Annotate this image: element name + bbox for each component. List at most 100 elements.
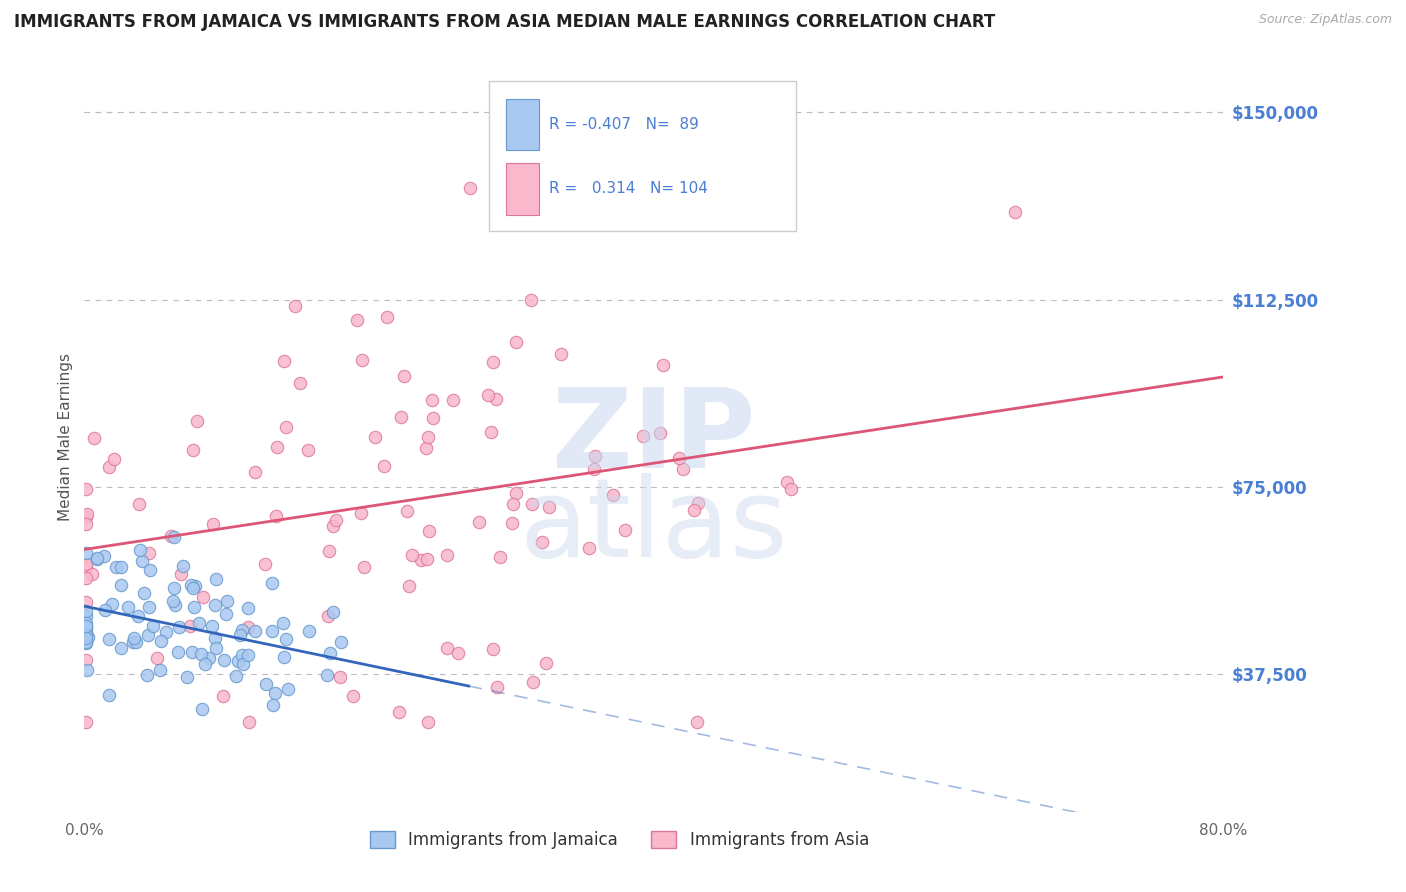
Point bbox=[264, 508, 287, 523]
Point bbox=[682, 502, 704, 516]
Point bbox=[204, 572, 226, 586]
Point bbox=[75, 609, 97, 624]
Point bbox=[217, 593, 239, 607]
Point bbox=[75, 559, 97, 574]
Point bbox=[297, 442, 319, 457]
Text: IMMIGRANTS FROM JAMAICA VS IMMIGRANTS FROM ASIA MEDIAN MALE EARNINGS CORRELATION: IMMIGRANTS FROM JAMAICA VS IMMIGRANTS FR… bbox=[14, 13, 995, 31]
Point bbox=[76, 507, 98, 521]
Point bbox=[482, 642, 505, 657]
Point bbox=[276, 420, 298, 434]
Point bbox=[180, 645, 202, 659]
Point bbox=[75, 616, 97, 631]
Point bbox=[75, 653, 97, 667]
Point bbox=[75, 632, 97, 647]
Point bbox=[121, 635, 143, 649]
Point bbox=[298, 624, 321, 638]
Point bbox=[110, 559, 132, 574]
Point bbox=[167, 620, 190, 634]
Point bbox=[322, 519, 344, 533]
Text: Source: ZipAtlas.com: Source: ZipAtlas.com bbox=[1258, 13, 1392, 27]
Point bbox=[318, 646, 340, 660]
Point bbox=[264, 686, 287, 700]
Point bbox=[396, 504, 419, 518]
Point bbox=[76, 663, 98, 677]
Point bbox=[204, 598, 226, 612]
Point bbox=[75, 482, 97, 496]
Point bbox=[538, 500, 561, 515]
Point bbox=[260, 576, 283, 591]
Point bbox=[520, 497, 543, 511]
Point bbox=[485, 680, 508, 694]
Y-axis label: Median Male Earnings: Median Male Earnings bbox=[58, 353, 73, 521]
Point bbox=[190, 647, 212, 661]
Point bbox=[316, 668, 339, 682]
Point bbox=[238, 714, 260, 729]
Point bbox=[101, 597, 124, 611]
Point bbox=[531, 534, 554, 549]
Point bbox=[103, 452, 125, 467]
Point bbox=[162, 594, 184, 608]
Point bbox=[501, 516, 523, 531]
Point bbox=[238, 600, 260, 615]
Point bbox=[75, 595, 97, 609]
Point bbox=[277, 682, 299, 697]
Point bbox=[262, 624, 284, 638]
Point bbox=[254, 677, 277, 691]
Point bbox=[352, 353, 374, 368]
Point bbox=[80, 566, 103, 581]
Point bbox=[75, 634, 97, 648]
Point bbox=[75, 636, 97, 650]
Point bbox=[686, 496, 709, 510]
Point bbox=[75, 517, 97, 532]
Point bbox=[447, 646, 470, 660]
Point bbox=[329, 669, 352, 683]
Point bbox=[236, 620, 259, 634]
Point bbox=[75, 714, 97, 729]
Point bbox=[488, 550, 510, 565]
Point bbox=[316, 609, 339, 624]
Point bbox=[520, 293, 543, 307]
Point bbox=[110, 641, 132, 656]
Point bbox=[346, 312, 368, 326]
Text: R = -0.407   N=  89: R = -0.407 N= 89 bbox=[548, 117, 699, 132]
Point bbox=[350, 506, 373, 520]
Point bbox=[373, 458, 395, 473]
Point bbox=[436, 640, 458, 655]
Point bbox=[648, 426, 671, 441]
Point bbox=[75, 622, 97, 636]
Point bbox=[420, 392, 443, 407]
Point bbox=[187, 615, 209, 630]
Point bbox=[229, 627, 252, 641]
Point bbox=[522, 675, 544, 690]
Point bbox=[183, 582, 205, 596]
Point bbox=[204, 640, 226, 655]
Point bbox=[129, 543, 152, 558]
Point bbox=[183, 600, 205, 615]
Point bbox=[155, 625, 177, 640]
Point bbox=[276, 632, 298, 646]
Point bbox=[398, 579, 420, 593]
Point bbox=[83, 431, 105, 445]
Point bbox=[86, 552, 108, 566]
Point bbox=[415, 441, 437, 455]
Point bbox=[418, 524, 440, 538]
Point bbox=[253, 558, 276, 572]
Point bbox=[98, 632, 121, 646]
Point bbox=[387, 705, 409, 719]
Point bbox=[159, 529, 181, 543]
Point bbox=[127, 609, 149, 624]
Point bbox=[231, 648, 253, 663]
Point bbox=[602, 488, 624, 502]
Point bbox=[686, 714, 709, 729]
Point bbox=[550, 347, 572, 361]
Point bbox=[416, 551, 439, 566]
Point bbox=[232, 657, 254, 671]
Point bbox=[342, 689, 364, 703]
Point bbox=[179, 618, 201, 632]
Point bbox=[672, 462, 695, 476]
Point bbox=[482, 355, 505, 369]
Point bbox=[145, 650, 167, 665]
Point bbox=[780, 482, 803, 496]
Point bbox=[181, 443, 204, 458]
Point bbox=[176, 670, 198, 684]
